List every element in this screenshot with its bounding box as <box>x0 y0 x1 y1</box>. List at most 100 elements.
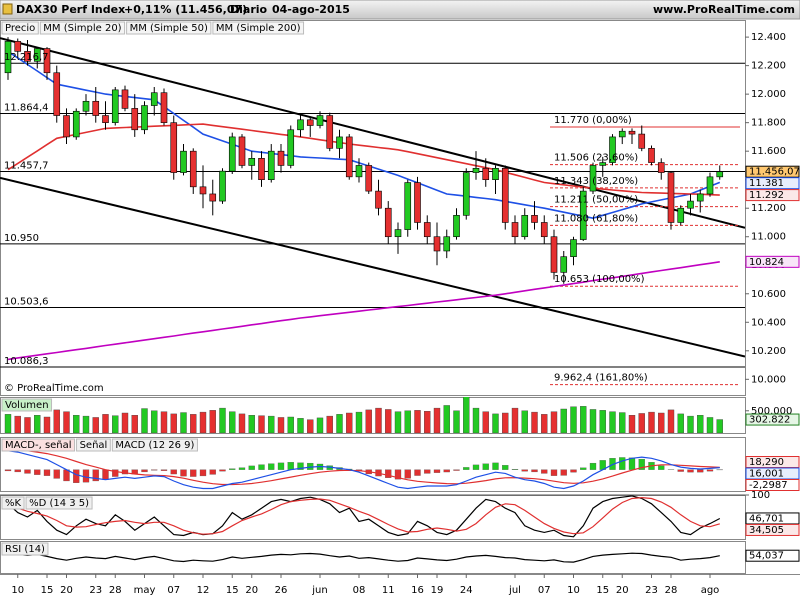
y-tick-label: 100 <box>751 490 770 501</box>
candle-body <box>404 182 412 230</box>
legend-label: MM (Simple 50) <box>130 23 208 34</box>
histogram-bar <box>4 469 12 472</box>
histogram-bar <box>14 469 21 473</box>
value-badge <box>745 479 800 491</box>
copyright: © ProRealTime.com <box>4 383 104 394</box>
candle-body <box>150 92 158 106</box>
volume-bar <box>687 415 694 433</box>
y-tick-label: 12.000 <box>751 89 786 100</box>
volume-bar <box>502 412 509 433</box>
indicator-line <box>7 496 720 535</box>
volume-bar <box>697 415 704 433</box>
volume-bar <box>326 415 333 433</box>
histogram-bar <box>394 469 402 480</box>
indicator-line <box>7 449 720 486</box>
change: +0,11% (11.456,07) <box>124 3 247 16</box>
histogram-bar <box>570 469 577 473</box>
candle-body <box>365 165 373 192</box>
histogram-bar <box>82 469 90 483</box>
x-tick-label: 20 <box>60 585 73 596</box>
level-label: 10.503,6 <box>4 297 49 308</box>
histogram-bar <box>677 469 684 472</box>
volume-bar <box>180 412 187 433</box>
histogram-bar <box>73 469 80 483</box>
legend-label: MACD (12 26 9) <box>115 440 194 451</box>
value-badge-label: -2,2987 <box>749 480 788 491</box>
header-bar: DAX30 Perf Index +0,11% (11.456,07) Diar… <box>0 0 800 20</box>
value-badge-label: 302.822 <box>749 415 790 426</box>
volume-bar <box>34 415 41 433</box>
candle-body <box>209 193 217 202</box>
volume-bar <box>121 412 129 433</box>
histogram-bar <box>424 469 431 474</box>
candle-body <box>687 200 694 209</box>
histogram-bar <box>268 463 275 470</box>
x-tick-label: 19 <box>431 585 444 596</box>
value-badge-label: 11.292 <box>749 190 784 201</box>
candle-body <box>345 136 353 178</box>
volume-bar <box>677 413 684 433</box>
volume-bar <box>599 410 606 433</box>
candle-body <box>443 236 451 252</box>
candle-body <box>433 236 441 252</box>
trend-line <box>0 37 745 229</box>
volume-bar <box>511 407 519 433</box>
volume-bar <box>716 419 723 433</box>
x-tick-label: 15 <box>596 585 609 596</box>
x-tick-label: 08 <box>353 585 366 596</box>
volume-bar <box>336 414 343 433</box>
legend-box <box>1 542 49 556</box>
y-tick-label: 10.200 <box>751 346 786 357</box>
y-tick-label: 11.800 <box>751 118 786 129</box>
histogram-bar <box>453 469 460 471</box>
histogram-bar <box>258 464 265 470</box>
fibonacci-label: 11.770 (0,00%) <box>554 115 632 126</box>
symbol: DAX30 Perf Index <box>16 3 125 16</box>
header-icon[interactable] <box>2 3 13 15</box>
histogram-bar <box>628 457 636 470</box>
candle-body <box>277 150 285 166</box>
value-badge <box>745 177 800 190</box>
volume-bar <box>219 407 226 433</box>
legend-box <box>1 496 25 510</box>
legend-label: MM (Simple 20) <box>43 23 121 34</box>
candle-body <box>14 41 22 52</box>
candle-body <box>141 105 148 131</box>
volume-bar <box>229 411 236 433</box>
date: 04-ago-2015 <box>272 3 350 16</box>
volume-bar <box>14 415 21 433</box>
indicator-line <box>7 495 721 538</box>
candle-body <box>657 162 665 173</box>
legend-box <box>111 438 198 452</box>
candle-body <box>238 136 246 166</box>
y-tick-label: 500.000 <box>751 406 792 417</box>
legend-label: Señal <box>80 440 108 451</box>
y-tick-label: 12.200 <box>751 61 786 72</box>
site[interactable]: www.ProRealTime.com <box>653 3 795 16</box>
candle-body <box>706 176 714 195</box>
value-badge-label: 18,290 <box>749 457 784 468</box>
histogram-bar <box>541 469 548 474</box>
x-tick-label: 20 <box>245 585 258 596</box>
candle-body <box>501 167 509 223</box>
candle-body <box>531 215 538 223</box>
candle-body <box>540 222 548 238</box>
y-tick-label: 10.400 <box>751 317 786 328</box>
histogram-bar <box>209 469 216 475</box>
candle-body <box>677 207 685 223</box>
volume-bar <box>190 414 197 433</box>
candle-body <box>248 158 256 166</box>
volume-bar <box>277 417 285 433</box>
volume-bar <box>706 417 714 433</box>
volume-bar <box>580 406 587 433</box>
volume-bar <box>667 409 675 433</box>
volume-bar <box>433 407 441 433</box>
fibonacci-label: 10.653 (100,00%) <box>554 274 645 285</box>
volume-bar <box>414 410 421 433</box>
candle-body <box>63 115 70 138</box>
volume-bar <box>24 417 31 433</box>
value-badge-label: 54,037 <box>749 551 784 562</box>
legend-label: %K <box>5 498 22 509</box>
candle-body <box>258 158 265 180</box>
